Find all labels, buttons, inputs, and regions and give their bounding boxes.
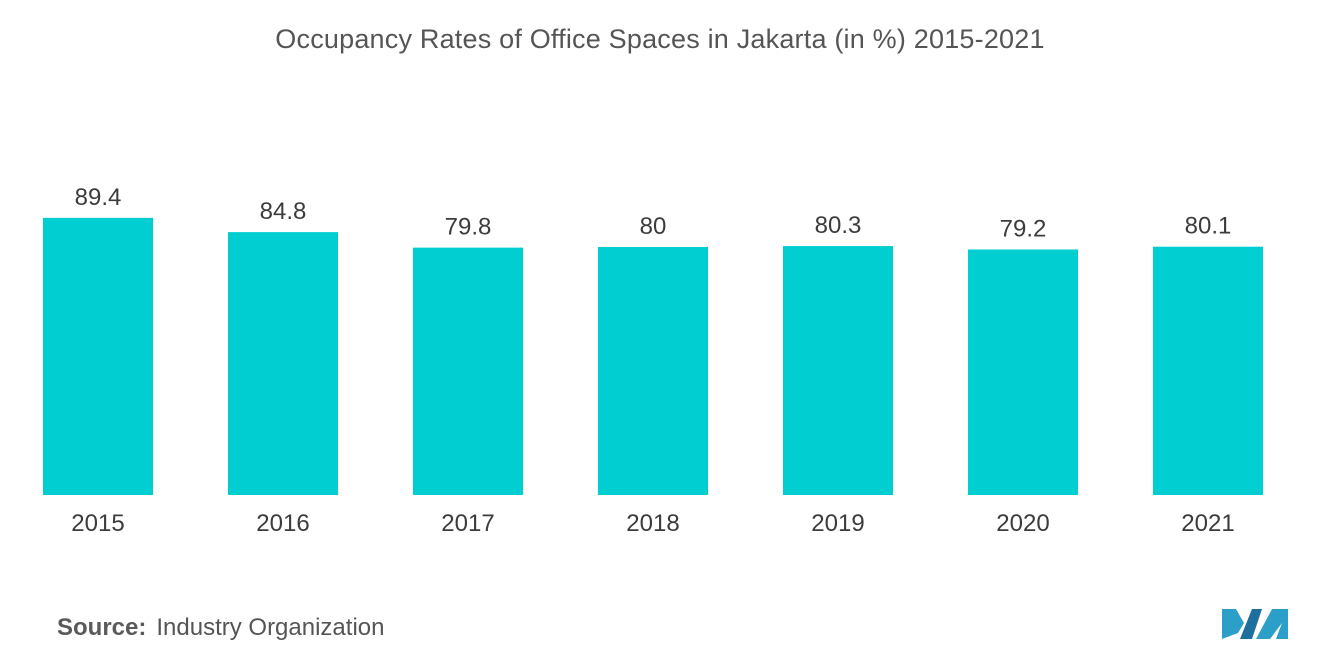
bar-value-label-2015: 89.4 [75,184,122,211]
source-text: Industry Organization [156,614,385,641]
bar-2016 [228,232,338,495]
x-tick-label-2019: 2019 [811,510,864,537]
bar-value-label-2020: 79.2 [1000,215,1047,242]
bar-value-label-2019: 80.3 [815,212,862,239]
bar-value-label-2017: 79.8 [445,214,492,241]
bar-2020 [968,249,1078,495]
x-tick-label-2017: 2017 [441,510,494,537]
bar-value-label-2021: 80.1 [1185,213,1232,240]
x-tick-label-2018: 2018 [626,510,679,537]
value-labels-group: 89.4 84.8 79.8 80 80.3 79.2 80.1 [75,184,1232,243]
bar-chart: 89.484.879.8 80 80.3 79.2 80.1 2015 2016 2017 2… [43,184,1263,537]
bar-2015 [43,217,153,496]
x-tick-label-2015: 2015 [71,510,124,537]
bar-2017 [413,247,523,495]
bar-2018 [598,247,708,495]
bar-value-label-2018: 80 [640,213,667,240]
logo-shape-mid [1240,609,1262,639]
bars-group [43,217,1263,496]
x-tick-label-2020: 2020 [996,510,1049,537]
mordor-intelligence-logo-icon [1222,609,1288,639]
x-tick-label-2016: 2016 [256,510,309,537]
chart-title: Occupancy Rates of Office Spaces in Jaka… [275,24,1045,54]
bar-2019 [783,246,893,495]
x-tick-label-2021: 2021 [1181,510,1234,537]
source-label: Source: [57,614,147,641]
bar-2021 [1153,246,1263,495]
source-note: Source: Industry Organization [57,614,384,642]
logo-shape-left [1222,609,1244,639]
x-axis-tick-labels: 2015 2016 2017 2018 2019 2020 2021 [71,510,1234,537]
logo-shape-right [1256,609,1288,639]
bar-value-label-2016: 84.8 [260,198,307,225]
